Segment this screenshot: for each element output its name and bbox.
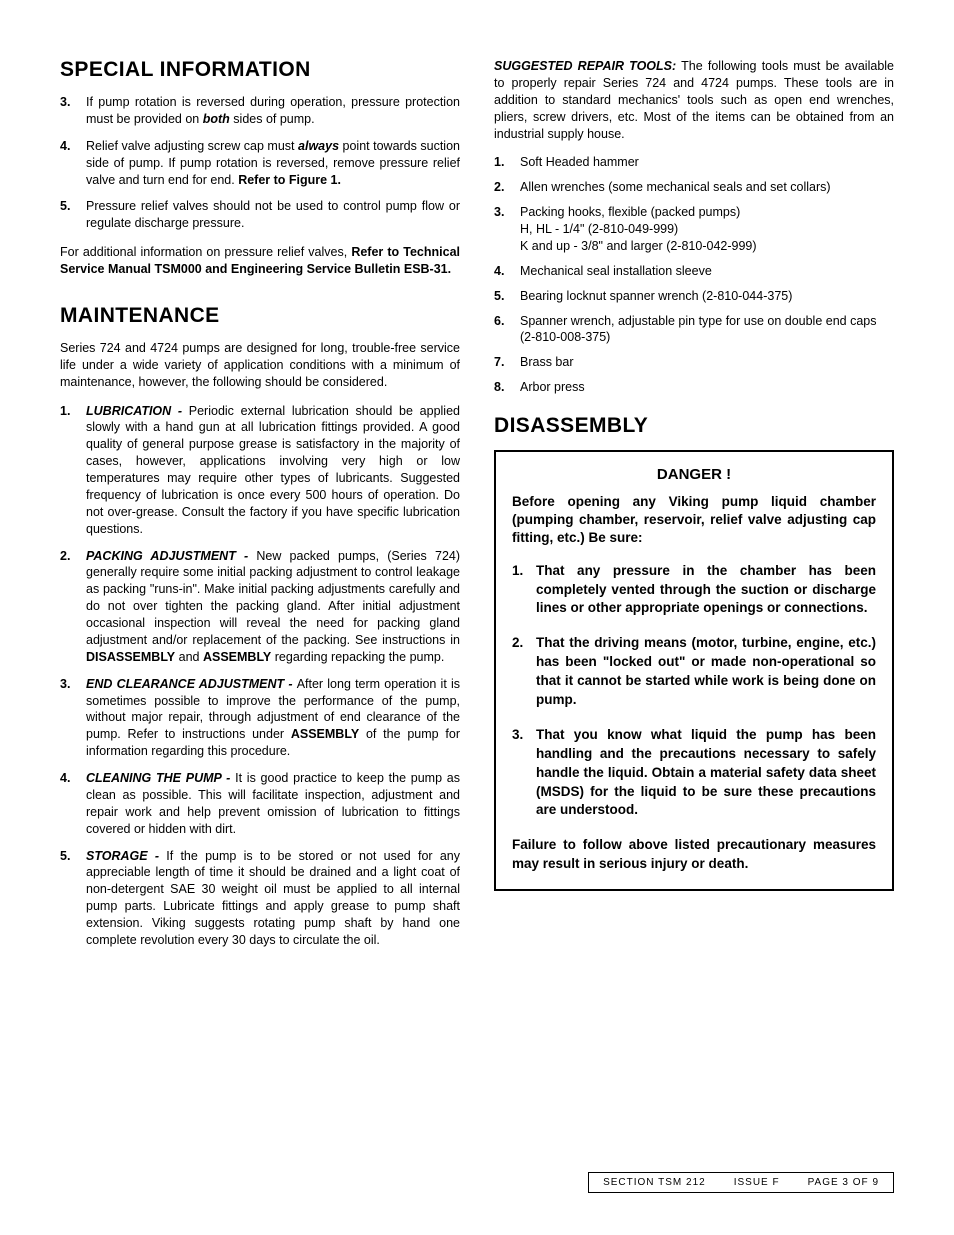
danger-item: That any pressure in the chamber has bee… [512, 562, 876, 619]
tool-item: Mechanical seal installation sleeve [494, 263, 894, 280]
special-item: Pressure relief valves should not be use… [60, 198, 460, 232]
two-column-layout: SPECIAL INFORMATION If pump rotation is … [60, 58, 894, 961]
danger-item: That the driving means (motor, turbine, … [512, 634, 876, 710]
tool-item: Arbor press [494, 379, 894, 396]
danger-list: That any pressure in the chamber has bee… [512, 562, 876, 821]
maint-item: LUBRICATION - Periodic external lubricat… [60, 403, 460, 538]
special-item: Relief valve adjusting screw cap must al… [60, 138, 460, 189]
special-info-heading: SPECIAL INFORMATION [60, 58, 460, 82]
tool-item: Spanner wrench, adjustable pin type for … [494, 313, 894, 347]
right-column: SUGGESTED REPAIR TOOLS: The following to… [494, 58, 894, 961]
tools-list: Soft Headed hammer Allen wrenches (some … [494, 154, 894, 396]
danger-box: DANGER ! Before opening any Viking pump … [494, 450, 894, 891]
tool-item: Packing hooks, flexible (packed pumps) H… [494, 204, 894, 255]
footer-box: SECTION TSM 212 ISSUE F PAGE 3 OF 9 [588, 1172, 894, 1193]
footer-section: SECTION TSM 212 [603, 1177, 706, 1188]
special-info-list: If pump rotation is reversed during oper… [60, 94, 460, 232]
danger-outro: Failure to follow above listed precautio… [512, 836, 876, 872]
maintenance-heading: MAINTENANCE [60, 304, 460, 328]
maint-item: PACKING ADJUSTMENT - New packed pumps, (… [60, 548, 460, 666]
maintenance-intro: Series 724 and 4724 pumps are designed f… [60, 340, 460, 391]
tool-item: Brass bar [494, 354, 894, 371]
tools-intro: SUGGESTED REPAIR TOOLS: The following to… [494, 58, 894, 142]
danger-intro: Before opening any Viking pump liquid ch… [512, 493, 876, 548]
special-info-footer: For additional information on pressure r… [60, 244, 460, 278]
tool-item: Soft Headed hammer [494, 154, 894, 171]
footer-page: PAGE 3 OF 9 [808, 1177, 879, 1188]
maint-item: END CLEARANCE ADJUSTMENT - After long te… [60, 676, 460, 760]
left-column: SPECIAL INFORMATION If pump rotation is … [60, 58, 460, 961]
tool-item: Allen wrenches (some mechanical seals an… [494, 179, 894, 196]
danger-item: That you know what liquid the pump has b… [512, 726, 876, 820]
maint-item: STORAGE - If the pump is to be stored or… [60, 848, 460, 949]
special-item: If pump rotation is reversed during oper… [60, 94, 460, 128]
disassembly-heading: DISASSEMBLY [494, 414, 894, 438]
footer-issue: ISSUE F [734, 1177, 780, 1188]
danger-title: DANGER ! [512, 466, 876, 483]
tool-item: Bearing locknut spanner wrench (2-810-04… [494, 288, 894, 305]
maintenance-list: LUBRICATION - Periodic external lubricat… [60, 403, 460, 949]
maint-item: CLEANING THE PUMP - It is good practice … [60, 770, 460, 838]
